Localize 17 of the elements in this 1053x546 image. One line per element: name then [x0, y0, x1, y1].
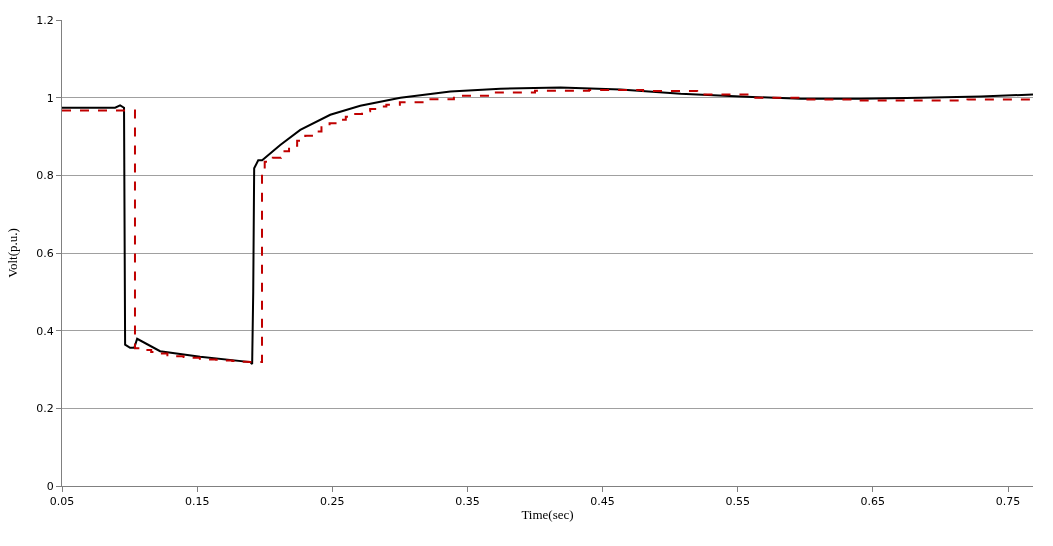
x-tick-label: 0.65: [860, 495, 886, 509]
y-tick-label: 0.8: [36, 169, 54, 183]
x-tick-label: 0.75: [995, 495, 1021, 509]
y-tick-label: 0.4: [36, 324, 54, 338]
x-tick-label: 0.55: [725, 495, 750, 509]
x-tick-label: 0.45: [590, 495, 615, 509]
y-tick-label: 0.2: [36, 402, 54, 416]
y-tick-label: 0.6: [36, 246, 54, 260]
y-tick-label: 1: [46, 91, 54, 105]
x-tick-label: 0.35: [455, 495, 480, 509]
y-tick-label: 0: [46, 479, 54, 493]
y-tick-label: 1.2: [36, 13, 54, 27]
x-axis-title: Time(sec): [521, 506, 574, 522]
x-tick-label: 0.25: [320, 495, 345, 509]
y-axis-title: Volt(p.u.): [5, 228, 21, 278]
x-tick-label: 0.05: [49, 495, 75, 509]
x-tick-label: 0.15: [184, 495, 210, 509]
